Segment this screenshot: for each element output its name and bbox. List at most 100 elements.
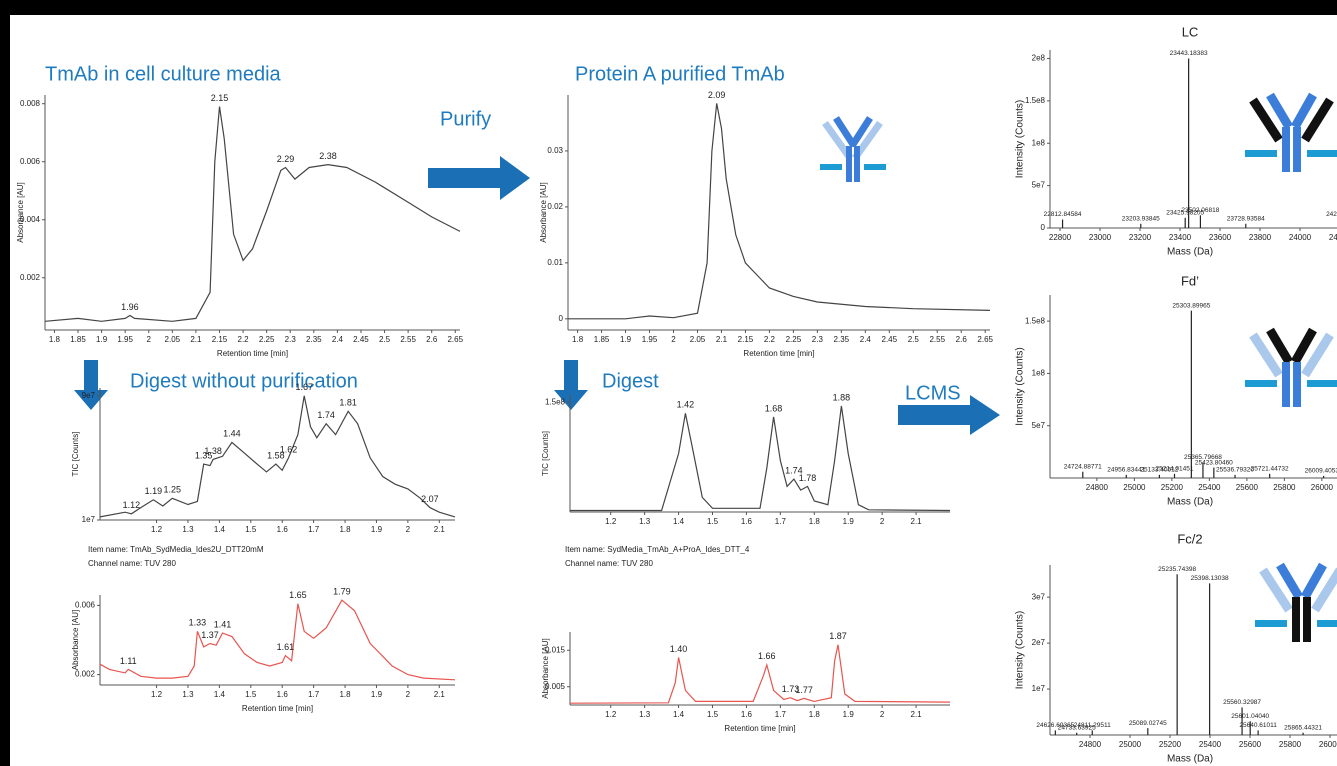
peak-label: 1.78 [799, 473, 817, 483]
y-axis-label: Intensity (Counts) [1015, 347, 1026, 425]
step-label: Digest without purification [130, 370, 358, 392]
stick-label: 25303.89965 [1172, 302, 1210, 309]
y-tick-label: 1.5e8 [1025, 316, 1046, 325]
peak-label: 1.61 [277, 642, 295, 652]
x-tick-label: 24000 [1289, 233, 1312, 242]
y-tick-label: 0.006 [20, 157, 41, 166]
x-tick-label: 1.2 [605, 517, 617, 526]
x-tick-label: 1.5 [707, 517, 719, 526]
x-tick-label: 2 [671, 335, 676, 344]
y-tick-label: 0.015 [545, 645, 566, 654]
x-tick-label: 1.8 [339, 525, 351, 534]
x-tick-label: 2.6 [426, 335, 438, 344]
peak-label: 1.25 [163, 485, 181, 495]
chart-title: LC [1182, 24, 1199, 39]
x-tick-label: 25400 [1199, 740, 1222, 749]
stick-label: 25235.74398 [1158, 566, 1196, 573]
x-tick-label: 2.35 [834, 335, 850, 344]
x-tick-label: 2.4 [332, 335, 344, 344]
y-tick-label: 0.008 [20, 99, 41, 108]
x-tick-label: 1.2 [605, 710, 617, 719]
peak-label: 1.77 [795, 685, 813, 695]
y-tick-label: 0.005 [545, 682, 566, 691]
peak-label: 1.12 [123, 500, 141, 510]
x-tick-label: 25800 [1279, 740, 1302, 749]
y-axis-label: Absorbance [AU] [71, 610, 80, 670]
x-tick-label: 2.1 [190, 335, 202, 344]
x-axis-label: Retention time [min] [743, 349, 814, 358]
antibody-icon [820, 116, 886, 182]
x-tick-label: 1.95 [642, 335, 658, 344]
x-tick-label: 1.85 [70, 335, 86, 344]
x-tick-label: 1.9 [843, 517, 855, 526]
x-tick-label: 2.1 [911, 517, 923, 526]
x-tick-label: 1.8 [809, 710, 821, 719]
y-axis-label: Intensity (Counts) [1015, 611, 1026, 689]
x-tick-label: 2.35 [306, 335, 322, 344]
x-tick-label: 25600 [1239, 740, 1262, 749]
peak-label: 1.19 [145, 486, 163, 496]
x-tick-label: 2.1 [716, 335, 728, 344]
x-tick-label: 2.65 [447, 335, 463, 344]
x-tick-label: 1.3 [182, 690, 194, 699]
y-tick-label: 0.006 [75, 600, 96, 609]
x-tick-label: 1.7 [308, 525, 320, 534]
peak-label: 1.74 [785, 465, 803, 475]
stick-label: 22812.84584 [1044, 211, 1082, 218]
peak-label: 1.73 [782, 684, 800, 694]
stick-label: 25601.04040 [1231, 713, 1269, 720]
peak-label: 1.42 [677, 400, 695, 410]
trace [99, 395, 456, 518]
x-tick-label: 2.5 [379, 335, 391, 344]
y-tick-label: 0.03 [547, 146, 563, 155]
y-tick-label: 2e7 [1032, 638, 1046, 647]
peak-label: 1.62 [280, 444, 298, 454]
stick-label: 23425.98205 [1166, 210, 1204, 217]
y-tick-label: 2e8 [1032, 54, 1046, 63]
peak-label: 1.35 [195, 450, 213, 460]
x-tick-label: 2.2 [238, 335, 250, 344]
item-name: Item name: TmAb_SydMedia_Ides2U_DTT20mM [88, 545, 264, 554]
step-label: LCMS [905, 382, 961, 404]
y-tick-label: 1e8 [1032, 369, 1046, 378]
stick-label: 25560.32987 [1223, 699, 1261, 706]
peak-label: 1.79 [333, 587, 351, 597]
chart-title: TmAb in cell culture media [45, 63, 282, 85]
stick-label: 25365.79668 [1184, 454, 1222, 461]
x-tick-label: 1.9 [620, 335, 632, 344]
peak-label: 1.33 [189, 618, 207, 628]
y-axis-label: Intensity (Counts) [1015, 100, 1026, 178]
stick-label: 23443.18383 [1170, 50, 1208, 57]
x-tick-label: 26000 [1311, 483, 1334, 492]
x-tick-label: 25600 [1236, 483, 1259, 492]
stick-label: 24956.83441 [1107, 467, 1145, 474]
x-tick-label: 1.9 [843, 710, 855, 719]
x-tick-label: 1.4 [673, 710, 685, 719]
stick-label: 25214.01451 [1156, 466, 1194, 473]
antibody-icon [1245, 92, 1337, 172]
x-axis-label: Retention time [min] [724, 724, 795, 733]
trace [99, 599, 456, 681]
arrow-lcms [898, 395, 1000, 435]
chart-title: Protein A purified TmAb [575, 63, 785, 85]
slide-background [10, 15, 1337, 766]
peak-label: 1.81 [339, 398, 357, 408]
peak-label: 2.29 [277, 154, 295, 164]
x-tick-label: 2.55 [400, 335, 416, 344]
y-tick-label: 0.02 [547, 202, 563, 211]
y-tick-label: 1e8 [1032, 138, 1046, 147]
x-tick-label: 2.3 [285, 335, 297, 344]
x-tick-label: 2 [406, 525, 411, 534]
x-tick-label: 23400 [1169, 233, 1192, 242]
y-axis-label: TIC [Counts] [541, 431, 550, 476]
peak-label: 1.40 [670, 644, 688, 654]
x-tick-label: 1.7 [308, 690, 320, 699]
peak-label: 1.41 [214, 619, 232, 629]
peak-label: 2.07 [421, 494, 439, 504]
x-tick-label: 2 [880, 710, 885, 719]
x-tick-label: 2 [406, 690, 411, 699]
y-axis-label: Absorbance [AU] [541, 638, 550, 698]
peak-label: 2.09 [708, 90, 726, 100]
